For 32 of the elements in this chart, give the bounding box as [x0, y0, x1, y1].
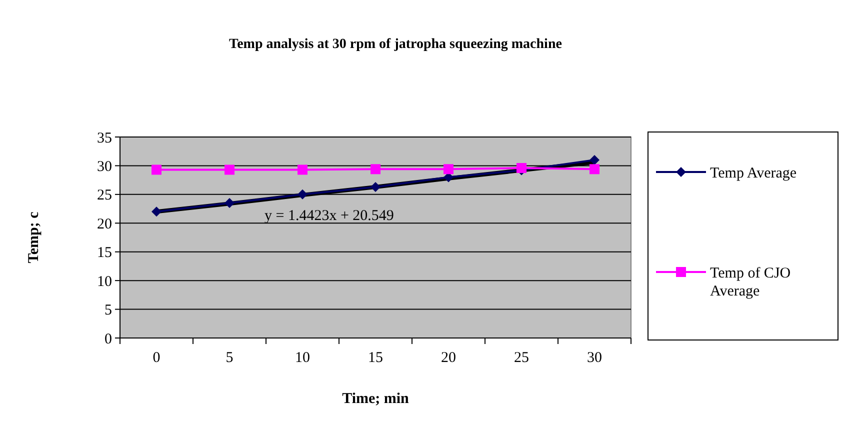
point — [224, 198, 234, 208]
point — [370, 164, 380, 174]
x-tick-label: 10 — [295, 350, 310, 366]
point — [224, 164, 234, 175]
y-tick-label: 5 — [104, 302, 112, 319]
y-tick-label: 25 — [97, 188, 112, 204]
y-tick-label: 0 — [104, 331, 112, 348]
x-tick-label: 25 — [514, 350, 529, 366]
point — [298, 189, 308, 200]
y-axis-title: Temp; c — [26, 211, 42, 264]
x-tick-label: 5 — [226, 350, 234, 366]
legend-label: Temp Average — [710, 165, 797, 182]
point — [590, 154, 600, 165]
legend-label: Temp of CJO Average — [710, 265, 791, 300]
annotation: y = 1.4423x + 20.549 — [264, 208, 394, 224]
point — [444, 164, 454, 174]
point — [298, 164, 308, 175]
x-tick-label: 0 — [152, 350, 160, 366]
point — [590, 164, 600, 174]
x-tick-label: 20 — [441, 350, 456, 366]
point — [152, 164, 162, 175]
y-tick-label: 35 — [97, 130, 112, 146]
y-tick-label: 10 — [97, 274, 112, 290]
y-tick-label: 30 — [97, 158, 112, 175]
y-tick-label: 15 — [97, 245, 112, 262]
point — [152, 206, 162, 217]
x-tick-label: 15 — [368, 350, 383, 366]
x-axis-title: Time; min — [342, 391, 410, 407]
y-tick-label: 20 — [97, 216, 112, 232]
chart-title: Temp analysis at 30 rpm of jatropha squeezing machine — [229, 37, 562, 52]
x-tick-label: 30 — [587, 350, 602, 366]
point — [370, 182, 380, 192]
